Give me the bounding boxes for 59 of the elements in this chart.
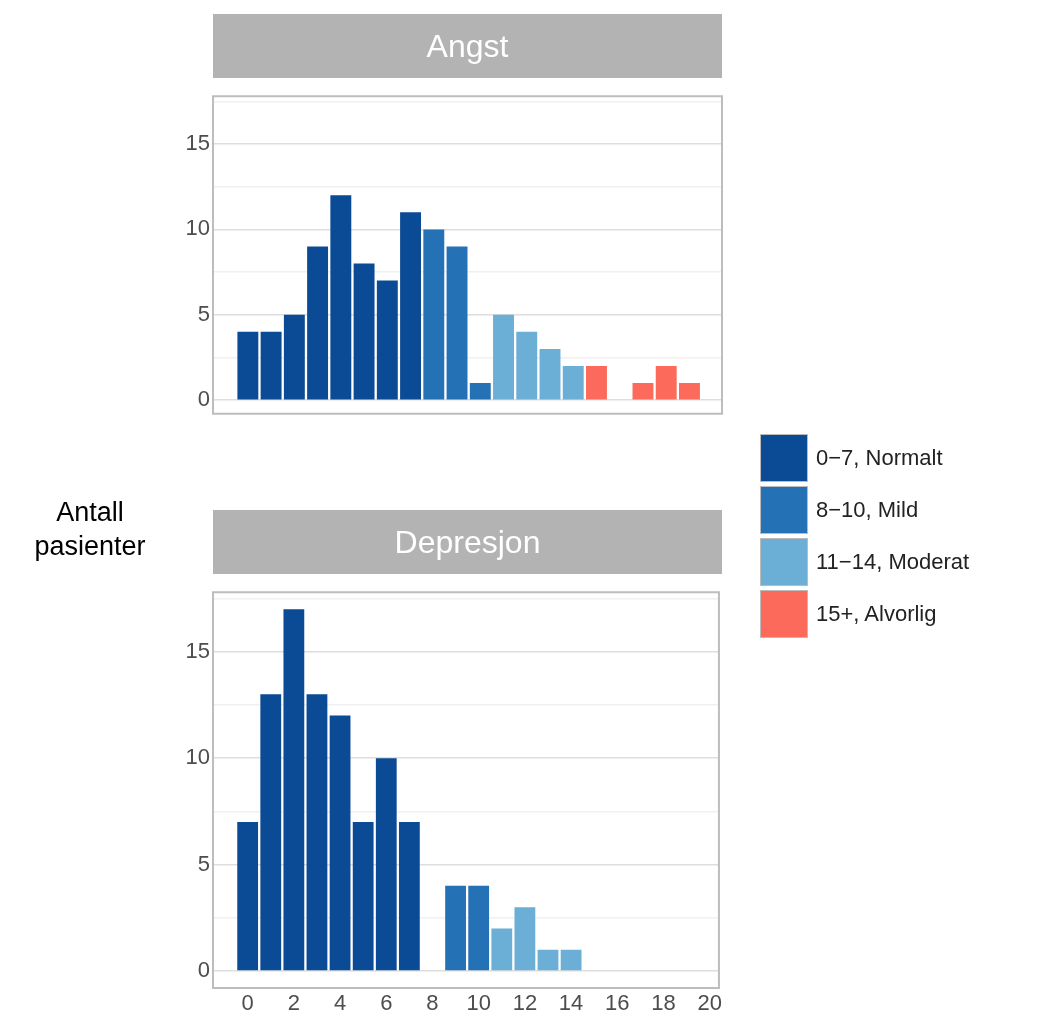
bar [516,331,538,400]
y-axis-title: Antall pasienter [33,496,147,563]
legend-label: 11−14, Moderat [816,549,970,575]
bar [283,609,305,971]
bar [400,212,422,400]
x-tick-label: 4 [333,990,347,1016]
bar [306,694,328,971]
bar [445,885,466,971]
x-tick-label: 16 [605,990,630,1016]
legend-label: 15+, Alvorlig [816,601,937,627]
bar [469,383,491,400]
y-tick-label: 15 [185,637,210,663]
x-tick-label: 10 [466,990,491,1016]
bar [398,822,420,971]
legend-label: 0−7, Normalt [816,445,943,471]
x-tick-label: 14 [558,990,584,1016]
bar [283,314,305,400]
chart-title: Angst [213,14,722,78]
bar [586,365,607,400]
x-tick-label: 20 [697,990,722,1016]
legend-label: 8−10, Mild [816,497,919,523]
y-tick-label: 10 [185,215,210,241]
chart-title: Depresjon [213,510,722,574]
bar [307,246,329,400]
bar [537,949,559,971]
x-tick-label: 8 [426,990,439,1016]
bar [353,263,375,400]
bar [562,365,584,400]
y-tick-label: 5 [197,300,210,326]
y-tick-label: 15 [185,130,210,156]
bar [260,694,282,971]
bar [514,907,536,971]
bar [376,280,398,400]
y-tick-label: 0 [197,957,210,983]
bar [491,928,513,971]
x-tick-label: 12 [512,990,538,1016]
bar [260,331,282,400]
bar [237,822,259,971]
bar [329,715,351,971]
bar [679,383,700,400]
y-tick-label: 5 [197,850,210,876]
bar [560,949,582,971]
x-tick-label: 2 [287,990,300,1016]
y-tick-label: 10 [185,744,210,770]
bar [632,383,654,400]
bar [423,229,445,400]
bar [655,365,677,400]
bar [468,885,490,971]
y-tick-label: 0 [197,386,210,412]
bar [375,758,397,971]
bar [539,348,561,400]
bar [237,331,259,400]
x-tick-label: 0 [241,990,254,1016]
x-tick-label: 18 [651,990,676,1016]
bar [493,314,514,400]
bar [330,195,352,400]
bar [352,822,374,971]
bar [446,246,468,400]
x-tick-label: 6 [380,990,393,1016]
